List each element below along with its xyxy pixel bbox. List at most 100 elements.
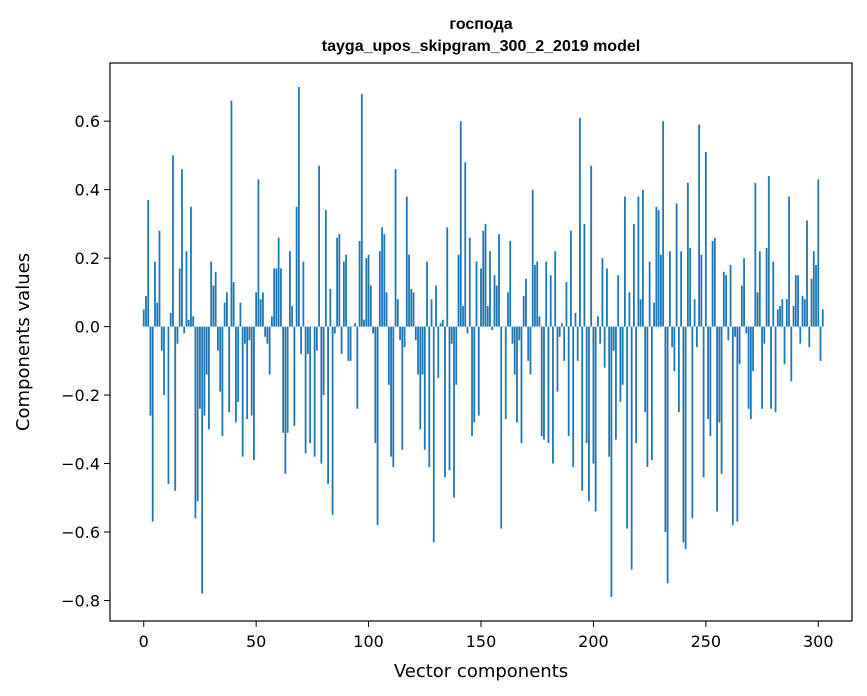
bar <box>376 326 379 526</box>
bar <box>183 326 186 334</box>
bar <box>356 326 359 409</box>
bar <box>615 326 617 440</box>
bar <box>210 261 213 327</box>
bar <box>235 326 237 423</box>
bar <box>439 323 442 327</box>
bar <box>695 326 698 348</box>
bar <box>190 206 192 327</box>
bar <box>408 254 410 327</box>
bar <box>686 182 689 327</box>
bar <box>781 299 784 327</box>
bar <box>570 230 572 327</box>
bar <box>547 326 550 443</box>
bar <box>324 210 327 327</box>
bar <box>702 326 705 478</box>
bar <box>374 326 377 443</box>
bar <box>300 326 303 354</box>
bar <box>167 326 170 485</box>
bar <box>491 326 494 331</box>
bar <box>495 285 498 327</box>
bar <box>156 302 159 327</box>
bar <box>774 326 777 413</box>
bar <box>783 326 786 365</box>
bar <box>262 292 264 327</box>
bar <box>453 326 455 498</box>
bar <box>572 326 575 467</box>
bar <box>338 234 341 327</box>
bar <box>178 268 181 327</box>
bar <box>659 254 662 327</box>
bar <box>421 326 424 375</box>
bar <box>383 234 386 327</box>
bar <box>172 155 174 327</box>
bar <box>223 302 226 327</box>
bar <box>529 326 532 375</box>
bar <box>767 175 770 327</box>
bar <box>747 326 750 409</box>
bar <box>513 326 516 375</box>
bar <box>322 326 325 396</box>
bar <box>208 326 210 430</box>
bar <box>145 295 147 327</box>
bar <box>552 326 554 464</box>
bar <box>666 326 669 584</box>
bar <box>718 326 721 423</box>
bar <box>293 326 296 426</box>
bar <box>776 309 779 327</box>
bar <box>520 326 523 443</box>
bar <box>295 206 298 327</box>
bar <box>788 196 790 327</box>
y-tick-label: 0.0 <box>75 318 100 337</box>
bar <box>819 326 822 361</box>
bar <box>192 316 195 327</box>
bar <box>378 251 381 327</box>
bar <box>486 306 489 327</box>
bar <box>185 251 188 327</box>
bar <box>525 278 527 327</box>
bar <box>704 152 707 327</box>
bar <box>641 189 644 327</box>
bar <box>644 326 647 413</box>
bar <box>597 316 599 327</box>
bar <box>174 326 177 491</box>
bar <box>650 326 653 461</box>
bar <box>466 326 469 334</box>
bar <box>333 326 336 334</box>
bar <box>385 292 388 327</box>
bar <box>419 326 422 430</box>
bar <box>176 326 179 344</box>
bar <box>360 93 363 327</box>
bar <box>754 182 757 327</box>
bar <box>196 326 199 502</box>
bar <box>369 285 372 327</box>
x-tick-label: 100 <box>353 632 384 651</box>
bar <box>320 326 323 464</box>
y-tick-label: 0.6 <box>75 112 100 131</box>
x-tick-label: 250 <box>691 632 722 651</box>
bar <box>228 326 231 413</box>
bar <box>149 326 152 416</box>
bar <box>563 326 566 361</box>
bar <box>455 326 458 385</box>
x-axis-ticks: 0 50 100 150 200 250 300 <box>139 621 834 651</box>
bar <box>477 326 480 416</box>
bar <box>248 326 251 341</box>
bar <box>412 292 415 327</box>
bar <box>540 326 543 437</box>
bar <box>534 264 536 327</box>
bar <box>722 271 725 327</box>
bar <box>700 254 703 327</box>
bar <box>340 326 343 354</box>
bar <box>405 196 408 327</box>
bar <box>194 326 197 519</box>
bar <box>633 223 635 327</box>
x-tick-label: 0 <box>139 632 149 651</box>
bar <box>181 169 183 327</box>
bar <box>142 309 145 327</box>
bar <box>428 326 431 467</box>
bar <box>720 326 723 474</box>
bar <box>230 100 233 327</box>
bar <box>507 292 509 327</box>
bar <box>531 189 534 327</box>
